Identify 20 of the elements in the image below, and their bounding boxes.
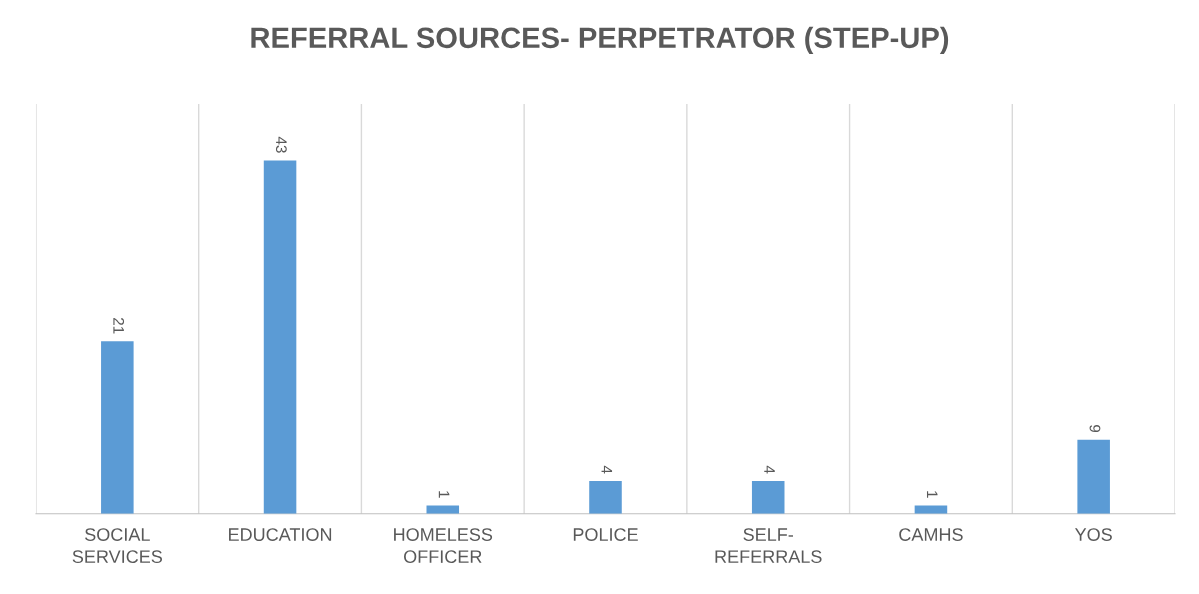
data-label: 1: [438, 491, 450, 498]
data-label: 4: [601, 465, 613, 474]
x-tick-label: SELF-REFERRALS: [715, 528, 822, 564]
bar: [589, 480, 622, 514]
data-label: 1: [926, 491, 938, 498]
chart-title: REFERRAL SOURCES- PERPETRATOR (STEP-UP): [251, 26, 949, 54]
data-label: 43: [275, 136, 287, 153]
data-label: 21: [113, 317, 125, 334]
x-tick-label: EDUCATION: [229, 528, 332, 541]
x-tick-label: SOCIAL SERVICES: [72, 528, 162, 564]
data-label: 9: [1089, 425, 1101, 433]
bar: [101, 341, 134, 514]
bar: [751, 480, 785, 514]
bar: [263, 160, 297, 514]
x-tick-label: POLICE: [573, 528, 638, 541]
bar: [1077, 439, 1110, 514]
x-tick-label: CAMHS: [899, 528, 963, 541]
x-tick-label: YOS: [1074, 528, 1112, 541]
x-tick-label: HOMELESS OFFICER: [394, 528, 493, 564]
data-label: 4: [764, 465, 775, 474]
